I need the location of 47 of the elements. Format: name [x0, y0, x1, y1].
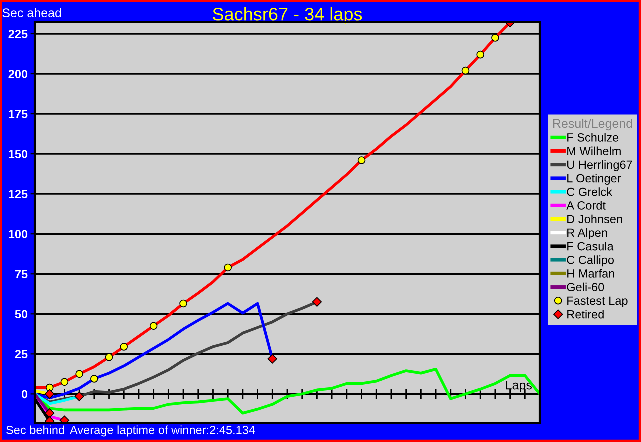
- y-axis-title: Sec ahead: [2, 8, 62, 18]
- y-tick-label: 25: [15, 350, 28, 359]
- point: [150, 322, 158, 330]
- legend-label: Retired: [568, 310, 604, 319]
- legend-label: C Callipo: [567, 256, 614, 267]
- point: [180, 300, 188, 308]
- legend-label: U Herrling67: [568, 160, 632, 172]
- point: [45, 389, 55, 400]
- point: [76, 370, 84, 378]
- legend-label: F Schulze: [568, 133, 619, 142]
- y-tick-label: 75: [15, 270, 28, 279]
- legend-label: H Marfan: [568, 269, 614, 278]
- point: [60, 378, 69, 386]
- y-tick-label: 225: [8, 30, 28, 38]
- point: [492, 34, 500, 42]
- y-tick-label: 100: [9, 230, 28, 238]
- legend-label: Geli-60: [567, 282, 604, 292]
- y-tick-label: 50: [15, 310, 28, 319]
- y-tick-label: 175: [9, 110, 28, 118]
- legend-label: D Johnsen: [568, 214, 622, 224]
- point: [90, 375, 98, 383]
- text: Average laptime of winner:2:45.134: [70, 426, 256, 437]
- y-tick-label: 200: [8, 70, 28, 78]
- point: [105, 353, 114, 362]
- legend-label: F Casula: [568, 242, 614, 251]
- y-tick-label: 0: [22, 390, 28, 399]
- x-axis-title: Laps: [506, 380, 532, 392]
- legend-label: M Wilhelm: [568, 146, 621, 156]
- point: [476, 50, 484, 59]
- chart-title: Sachsr67 - 34 laps: [213, 8, 362, 24]
- legend-label: A Cordt: [566, 201, 606, 210]
- point: [312, 297, 322, 307]
- legend-label: Fastest Lap: [568, 296, 628, 308]
- point: [120, 343, 128, 351]
- text: Sec behind: [6, 426, 64, 434]
- legend-label: R Alpen: [568, 228, 608, 240]
- y-tick-label: 150: [9, 150, 28, 158]
- legend-label: L Oetinger: [568, 174, 622, 186]
- point: [358, 156, 366, 164]
- point: [74, 392, 84, 402]
- point: [45, 408, 55, 418]
- y-tick-label: 125: [9, 190, 28, 198]
- legend-title: Result/Legend: [553, 118, 632, 131]
- point: [224, 264, 232, 272]
- legend-label: C Grelck: [567, 188, 613, 196]
- point: [462, 66, 470, 75]
- point: [268, 354, 278, 364]
